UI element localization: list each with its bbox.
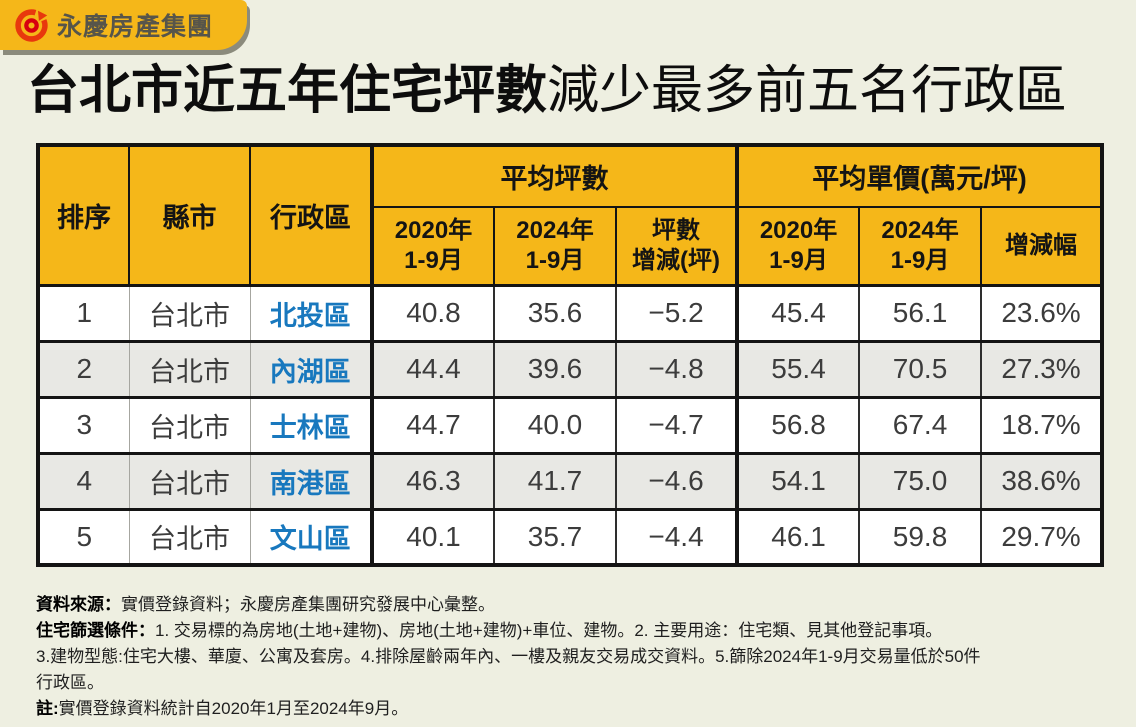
rank-cell: 2 xyxy=(38,339,130,397)
city-cell: 台北市 xyxy=(129,395,251,453)
price-2024-cell: 67.4 xyxy=(858,395,982,453)
col-header-size-2024: 2024年 1-9月 xyxy=(493,206,617,286)
brand-name: 永慶房產集團 xyxy=(57,13,214,41)
note-source-text: 實價登錄資料；永慶房產集團研究發展中心彙整。 xyxy=(121,595,495,614)
table-row: 4 台北市 南港區 46.3 41.7 −4.6 54.1 75.0 38.6% xyxy=(38,451,1103,509)
district-cell: 文山區 xyxy=(250,507,374,565)
price-2024-cell: 56.1 xyxy=(858,283,982,341)
size-change-cell: −5.2 xyxy=(614,283,738,341)
ranking-table: 排序 縣市 行政區 平均坪數 平均單價(萬元/坪) 2020年 1-9月 202… xyxy=(36,143,1105,567)
note-source-label: 資料來源： xyxy=(36,595,121,614)
note-criteria-cont2-text: 行政區。 xyxy=(36,673,104,692)
page-title-bold: 台北市近五年住宅坪數 xyxy=(27,62,548,120)
note-criteria-cont2: 行政區。 xyxy=(36,670,1108,696)
col-header-district: 行政區 xyxy=(249,144,373,286)
size-2024-cell: 35.7 xyxy=(493,507,616,565)
size-2024-cell: 35.6 xyxy=(493,283,616,341)
col-header-price-2024: 2024年 1-9月 xyxy=(858,206,983,286)
size-change-cell: −4.4 xyxy=(614,507,738,565)
size-change-cell: −4.7 xyxy=(614,395,738,453)
col-header-city: 縣市 xyxy=(128,144,251,286)
rank-cell: 1 xyxy=(38,283,130,341)
price-2024-cell: 70.5 xyxy=(858,339,982,397)
note-criteria-label: 住宅篩選條件： xyxy=(36,621,155,640)
price-change-cell: 29.7% xyxy=(980,507,1103,565)
note-remark-text: 實價登錄資料統計自2020年1月至2024年9月。 xyxy=(58,699,409,718)
city-cell: 台北市 xyxy=(129,451,251,509)
rank-cell: 5 xyxy=(38,507,130,565)
col-header-size-2020: 2020年 1-9月 xyxy=(370,206,495,286)
table-row: 1 台北市 北投區 40.8 35.6 −5.2 45.4 56.1 23.6% xyxy=(38,283,1103,341)
group-header-price: 平均單價(萬元/坪) xyxy=(735,144,1104,208)
note-criteria-cont: 3.建物型態:住宅大樓、華廈、公寓及套房。4.排除屋齡兩年內、一樓及親友交易成交… xyxy=(36,644,1108,670)
table-row: 3 台北市 士林區 44.7 40.0 −4.7 56.8 67.4 18.7% xyxy=(38,395,1103,453)
price-change-cell: 23.6% xyxy=(980,283,1103,341)
note-remark: 註:實價登錄資料統計自2020年1月至2024年9月。 xyxy=(36,696,1108,722)
note-criteria-cont-text: 3.建物型態:住宅大樓、華廈、公寓及套房。4.排除屋齡兩年內、一樓及親友交易成交… xyxy=(36,647,981,666)
col-header-price-change: 增減幅 xyxy=(980,206,1104,286)
size-2020-cell: 44.4 xyxy=(370,339,494,397)
note-source: 資料來源：實價登錄資料；永慶房產集團研究發展中心彙整。 xyxy=(36,592,1108,618)
price-change-cell: 38.6% xyxy=(980,451,1103,509)
note-criteria-text: 1. 交易標的為房地(土地+建物)、房地(土地+建物)+車位、建物。2. 主要用… xyxy=(155,621,943,640)
size-2024-cell: 39.6 xyxy=(493,339,616,397)
price-change-cell: 18.7% xyxy=(980,395,1103,453)
col-header-rank: 排序 xyxy=(37,144,130,286)
footnotes: 資料來源：實價登錄資料；永慶房產集團研究發展中心彙整。 住宅篩選條件：1. 交易… xyxy=(36,592,1108,722)
district-cell: 內湖區 xyxy=(250,339,374,397)
table-row: 5 台北市 文山區 40.1 35.7 −4.4 46.1 59.8 29.7% xyxy=(38,507,1103,565)
city-cell: 台北市 xyxy=(129,339,251,397)
city-cell: 台北市 xyxy=(129,507,251,565)
note-remark-label: 註: xyxy=(36,699,59,718)
price-2020-cell: 56.8 xyxy=(735,395,860,453)
size-change-cell: −4.6 xyxy=(614,451,738,509)
district-cell: 北投區 xyxy=(250,283,374,341)
size-2024-cell: 40.0 xyxy=(493,395,616,453)
ranking-table-wrap: 排序 縣市 行政區 平均坪數 平均單價(萬元/坪) 2020年 1-9月 202… xyxy=(36,143,1105,567)
size-2020-cell: 40.8 xyxy=(370,283,494,341)
page-title: 台北市近五年住宅坪數減少最多前五名行政區 xyxy=(27,56,1067,126)
price-change-cell: 27.3% xyxy=(980,339,1103,397)
group-header-size: 平均坪數 xyxy=(369,144,739,208)
size-2020-cell: 46.3 xyxy=(370,451,494,509)
rank-cell: 4 xyxy=(38,451,130,509)
size-2020-cell: 44.7 xyxy=(370,395,494,453)
table-row: 2 台北市 內湖區 44.4 39.6 −4.8 55.4 70.5 27.3% xyxy=(38,339,1103,397)
brand-banner: 永慶房產集團 xyxy=(0,0,247,50)
note-criteria: 住宅篩選條件：1. 交易標的為房地(土地+建物)、房地(土地+建物)+車位、建物… xyxy=(36,618,1108,644)
price-2024-cell: 75.0 xyxy=(858,451,982,509)
price-2020-cell: 55.4 xyxy=(735,339,860,397)
rank-cell: 3 xyxy=(38,395,130,453)
page-title-regular: 減少最多前五名行政區 xyxy=(547,62,1068,120)
yungching-logo-icon xyxy=(15,8,48,42)
district-cell: 士林區 xyxy=(250,395,374,453)
size-2024-cell: 41.7 xyxy=(493,451,616,509)
col-header-price-2020: 2020年 1-9月 xyxy=(735,206,861,286)
price-2020-cell: 54.1 xyxy=(735,451,860,509)
price-2020-cell: 46.1 xyxy=(735,507,860,565)
price-2020-cell: 45.4 xyxy=(735,283,860,341)
size-change-cell: −4.8 xyxy=(614,339,738,397)
price-2024-cell: 59.8 xyxy=(858,507,982,565)
col-header-size-change: 坪數 增減(坪) xyxy=(614,206,739,286)
district-cell: 南港區 xyxy=(250,451,374,509)
size-2020-cell: 40.1 xyxy=(370,507,494,565)
city-cell: 台北市 xyxy=(129,283,251,341)
